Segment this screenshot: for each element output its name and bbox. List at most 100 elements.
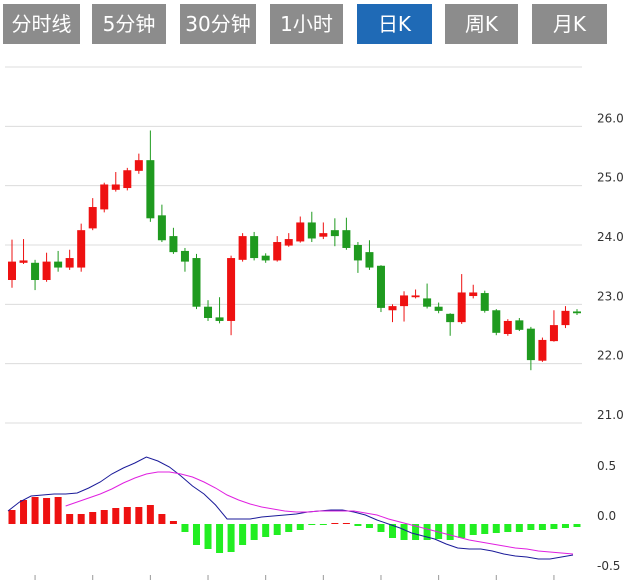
tab[interactable]: 分时线 (3, 4, 80, 44)
macd-bar (285, 524, 293, 532)
macd-bar (458, 524, 466, 538)
candle-body (492, 310, 501, 333)
candle-body (411, 295, 420, 298)
candle-body (111, 184, 120, 190)
macd-bar (573, 524, 581, 527)
candle-body (180, 250, 189, 262)
candle-body (307, 222, 316, 239)
macd-bar (227, 524, 235, 552)
macd-bar (250, 524, 258, 540)
macd-bar (515, 524, 523, 532)
macd-bar (262, 524, 270, 537)
candle-body (250, 236, 259, 259)
macd-bar (181, 524, 189, 532)
macd-bar (331, 523, 339, 524)
candle-body (515, 320, 524, 330)
candle-body (65, 258, 74, 268)
macd-bar (89, 512, 97, 524)
tab[interactable]: 1小时 (270, 4, 343, 44)
macd-bar (354, 524, 362, 526)
macd-bar (538, 524, 546, 530)
macd-bar (20, 500, 28, 524)
macd-bar (308, 524, 316, 525)
y-tick-label: 26.0 (597, 111, 624, 125)
macd-bar (216, 524, 224, 553)
tab[interactable]: 周K (445, 4, 518, 44)
candle-body (204, 306, 213, 318)
macd-bar (561, 524, 569, 528)
candle-body (77, 230, 86, 268)
macd-bar (123, 507, 131, 524)
candle-body (169, 236, 178, 253)
macd-bar (412, 524, 420, 540)
macd-line (65, 471, 574, 555)
macd-bar (158, 514, 166, 524)
y-tick-label: 21.0 (597, 408, 624, 422)
macd-bar (389, 524, 397, 538)
macd-bar (273, 524, 281, 535)
tab[interactable]: 5分钟 (92, 4, 166, 44)
candle-body (31, 262, 40, 281)
candle-body (434, 306, 443, 311)
macd-bar (492, 524, 500, 533)
candle-body (42, 261, 51, 281)
macd-bar (100, 510, 108, 524)
macd-bar (169, 521, 177, 524)
candle-body (365, 252, 374, 268)
candle-body (457, 292, 466, 323)
macd-bar (400, 524, 408, 540)
candle-body (342, 230, 351, 248)
macd-bar (204, 524, 212, 549)
macd-bar (296, 524, 304, 530)
y-tick-label: -0.5 (597, 559, 620, 573)
y-tick-label: 22.0 (597, 349, 624, 363)
candle-body (446, 313, 455, 323)
macd-bar (112, 508, 120, 524)
candle-body (19, 260, 28, 263)
candle-body (157, 215, 166, 241)
y-tick-label: 0.5 (597, 459, 616, 473)
candle-body (261, 255, 270, 261)
macd-bar (435, 524, 443, 539)
macd-line (7, 456, 574, 560)
candle-body (538, 339, 547, 361)
candle-body (526, 328, 535, 361)
tab-bar: 分时线 5分钟 30分钟 1小时 日K 周K 月K (0, 0, 640, 50)
tab[interactable]: 日K (357, 4, 432, 44)
candle-body (227, 258, 236, 321)
macd-bar (239, 524, 247, 545)
candle-body (400, 295, 409, 307)
candle-body (273, 242, 282, 261)
macd-bar (481, 524, 489, 534)
candle-body (330, 230, 339, 237)
macd-bar (504, 524, 512, 532)
candle-body (573, 311, 581, 314)
macd-bar (446, 524, 454, 540)
macd-bar (550, 524, 558, 529)
candle-body (88, 207, 97, 229)
y-tick-label: 24.0 (597, 230, 624, 244)
macd-bar (66, 514, 74, 524)
candle-body (146, 160, 155, 219)
macd-bar (31, 497, 39, 524)
candle-body (376, 265, 385, 308)
candle-body (215, 317, 224, 321)
y-tick-label: 25.0 (597, 171, 624, 185)
tab[interactable]: 30分钟 (180, 4, 256, 44)
macd-bar (423, 524, 431, 540)
candle-body (388, 306, 397, 311)
candle-body (54, 261, 63, 268)
macd-bar (192, 524, 200, 545)
candle-body (123, 170, 132, 189)
candle-body (284, 239, 293, 246)
tab[interactable]: 月K (532, 4, 607, 44)
macd-bar (8, 510, 16, 524)
candle-body (319, 233, 328, 237)
macd-bar (135, 507, 143, 524)
candle-body (192, 258, 201, 307)
macd-bar (43, 498, 51, 524)
candle-body (549, 325, 558, 342)
candle-body (480, 293, 489, 311)
